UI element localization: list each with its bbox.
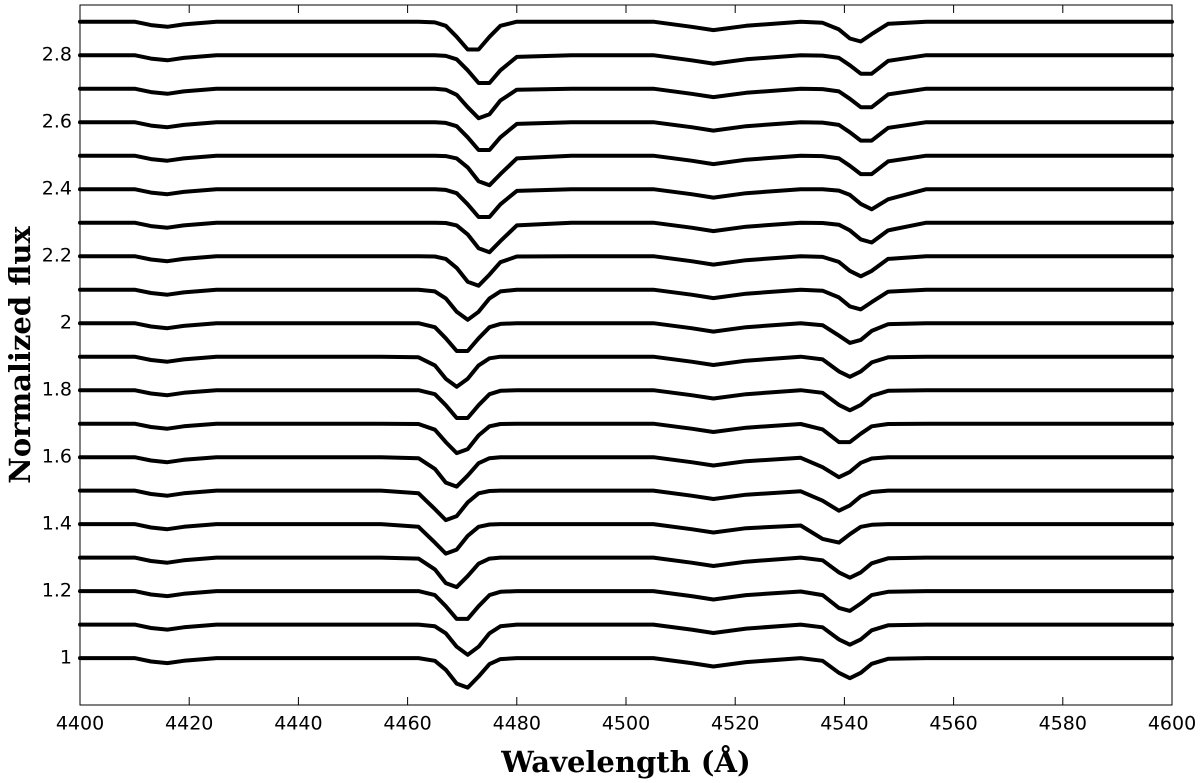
x-tick-label: 4600	[1148, 713, 1196, 735]
y-tick-label: 2.2	[42, 245, 72, 267]
x-tick-label: 4560	[929, 713, 977, 735]
spectrum-line	[78, 86, 1174, 121]
spectrum-line	[78, 421, 1174, 456]
y-tick-label: 2	[60, 312, 72, 334]
y-tick-label: 1.4	[42, 513, 72, 535]
y-tick-label: 2.6	[42, 111, 72, 133]
spectrum-line	[78, 622, 1174, 657]
y-tick-label: 1.6	[42, 446, 72, 468]
spectrum-line	[78, 287, 1174, 322]
x-tick-label: 4400	[56, 713, 104, 735]
y-tick-label: 2.4	[42, 178, 72, 200]
y-tick-label: 1.8	[42, 379, 72, 401]
x-tick-label: 4580	[1039, 713, 1087, 735]
spectrum-line	[78, 220, 1174, 255]
y-tick-label: 1	[60, 647, 72, 669]
x-tick-label: 4460	[383, 713, 431, 735]
y-axis-title: Normalized flux	[3, 226, 37, 484]
spectrum-line	[78, 488, 1174, 523]
x-tick-label: 4440	[274, 713, 322, 735]
spectrum-line	[78, 656, 1174, 690]
spectrum-line	[78, 589, 1174, 621]
spectrum-line	[78, 522, 1174, 556]
spectrum-line	[78, 53, 1174, 85]
x-tick-label: 4500	[602, 713, 650, 735]
spectrum-line	[78, 120, 1174, 152]
y-tick-label: 2.8	[42, 44, 72, 66]
x-tick-label: 4540	[820, 713, 868, 735]
spectrum-line	[78, 153, 1174, 188]
spectrum-line	[78, 254, 1174, 288]
spectrum-line	[78, 354, 1174, 389]
x-tick-label: 4480	[493, 713, 541, 735]
y-tick-label: 1.2	[42, 580, 72, 602]
x-axis-title: Wavelength (Å)	[500, 744, 751, 779]
x-tick-label: 4520	[711, 713, 759, 735]
spectrum-line	[78, 321, 1174, 353]
x-tick-label: 4420	[165, 713, 213, 735]
spectrum-line	[78, 555, 1174, 590]
spectrum-line	[78, 455, 1174, 489]
spectrum-line	[78, 187, 1174, 219]
spectrum-line	[78, 388, 1174, 420]
spectrum-line	[78, 19, 1174, 52]
